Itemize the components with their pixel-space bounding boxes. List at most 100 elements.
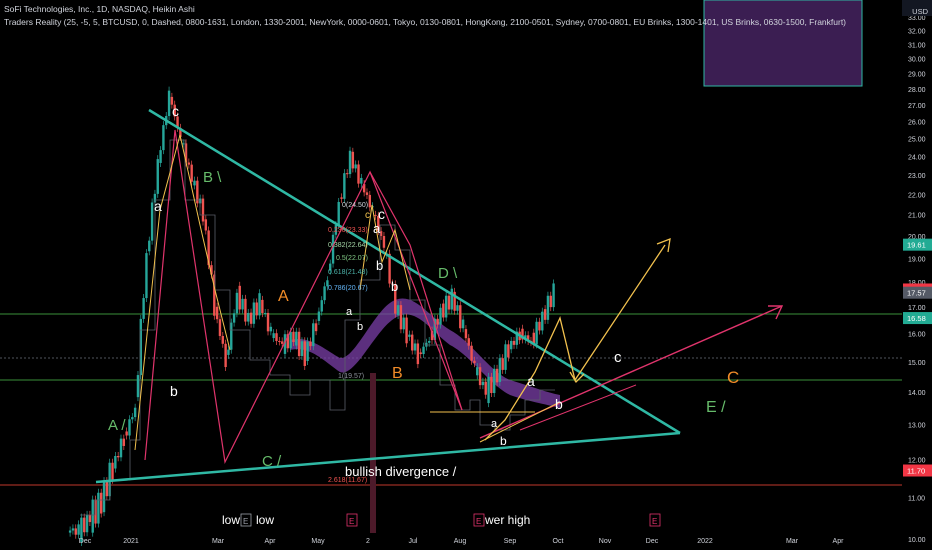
y-tick-label: 28.00 [908,87,926,94]
yellow-c-arrow [569,371,585,384]
candle-body [142,298,145,319]
candle-body [295,331,298,346]
candle-body [71,528,75,531]
candle-body [125,431,128,436]
earnings-marker-3[interactable] [473,513,485,527]
candle-body [408,334,411,337]
y-tick-label: 29.00 [908,72,926,79]
candle-body [100,492,103,514]
yellow-wave-left [134,134,231,451]
candle-body [495,368,499,383]
candle-body [193,180,196,186]
wave-label-A-orange: A [278,288,289,305]
candle-body [145,253,148,299]
candle-body [450,288,454,310]
candle-body [68,530,72,533]
fib-label-0236: 0.236(23.33) [328,227,368,234]
candle-body [444,295,448,318]
candle-body [292,331,295,343]
price-badge-label: 11.70 [907,467,925,476]
earnings-marker-1-letter: E [243,517,248,526]
y-tick-label: 22.00 [908,192,926,199]
wave-label-c-mid-small: c [365,210,370,221]
indicator-legend[interactable]: Traders Reality (25, -5, 5, BTCUSD, 0, D… [4,17,847,27]
candle-body [512,340,516,345]
x-tick-label: Apr [265,538,277,545]
fib-label-05: 0.5(22.07) [336,255,368,262]
currency-label: USD [912,7,928,16]
y-tick-label: 13.00 [908,422,926,429]
earnings-marker-2[interactable] [346,513,358,527]
candle-body [224,343,227,368]
x-tick-label: Jul [409,538,418,545]
y-tick-label: 17.00 [908,305,926,312]
bullish-divergence-label: bullish divergence / [345,464,457,479]
candle-body [416,343,420,365]
pink-arrow-line [479,305,783,439]
candle-body [244,298,247,322]
x-tick-label: 2021 [123,538,139,545]
candle-body [348,150,352,175]
candle-body [345,173,349,175]
candle-body [184,143,188,163]
y-tick-label: 30.00 [908,57,926,64]
candle-body [447,295,451,310]
candle-body [317,311,321,321]
candle-body [111,462,114,480]
orange-support [479,401,561,443]
candle-body [493,368,496,394]
y-tick-label: 32.00 [908,29,926,36]
candle-body [459,305,462,329]
candle-body [227,349,230,355]
y-tick-label: 24.00 [908,154,926,161]
price-badge [903,464,932,477]
candle-body [218,319,222,336]
earnings-marker-4[interactable] [649,513,661,527]
candle-body [521,328,524,340]
time-axis[interactable]: Dec 2021 Mar Apr May 2 Jul Aug Sep Oct Nov Dec 2022 M… [79,538,844,545]
session-bar [370,373,376,533]
fib-label-1: 1(19.57) [338,373,364,380]
candle-body [133,407,137,418]
candle-body [275,333,278,342]
x-tick-label: Mar [212,538,225,545]
candle-body [131,417,134,420]
candle-body [538,321,541,331]
candle-body [405,317,408,344]
candle-body [179,127,182,137]
y-tick-label: 11.00 [908,495,925,502]
candle-body [196,180,199,204]
candle-body [150,202,154,241]
candle-body [552,283,555,308]
candle-body [368,194,372,208]
wave-label-E-green: E / [706,399,726,416]
candle-body [148,240,151,252]
candle-body [297,331,301,357]
yellow-wave-right [484,244,666,441]
candle-body [232,313,236,323]
candle-body [116,455,120,458]
candle-body [187,162,191,165]
x-tick-label: May [311,538,325,545]
candle-body [261,299,264,314]
step-line [80,139,555,516]
candle-body [532,332,535,345]
yellow-arrow-head [656,237,671,253]
y-tick-label: 31.00 [908,42,926,49]
earnings-marker-1[interactable] [240,513,252,527]
candle-body [360,177,363,184]
candle-body [213,274,216,316]
candle-body [156,159,159,194]
candle-body [153,193,157,203]
candle-body [456,305,459,311]
candle-body [343,173,346,199]
candle-body [498,358,502,382]
candle-body [430,330,434,341]
candle-body [524,335,527,340]
candle-body [128,419,131,436]
candle-body [541,311,544,331]
candle-body [74,528,77,535]
y-tick-label: 12.00 [908,457,926,464]
candle-body [286,334,290,349]
